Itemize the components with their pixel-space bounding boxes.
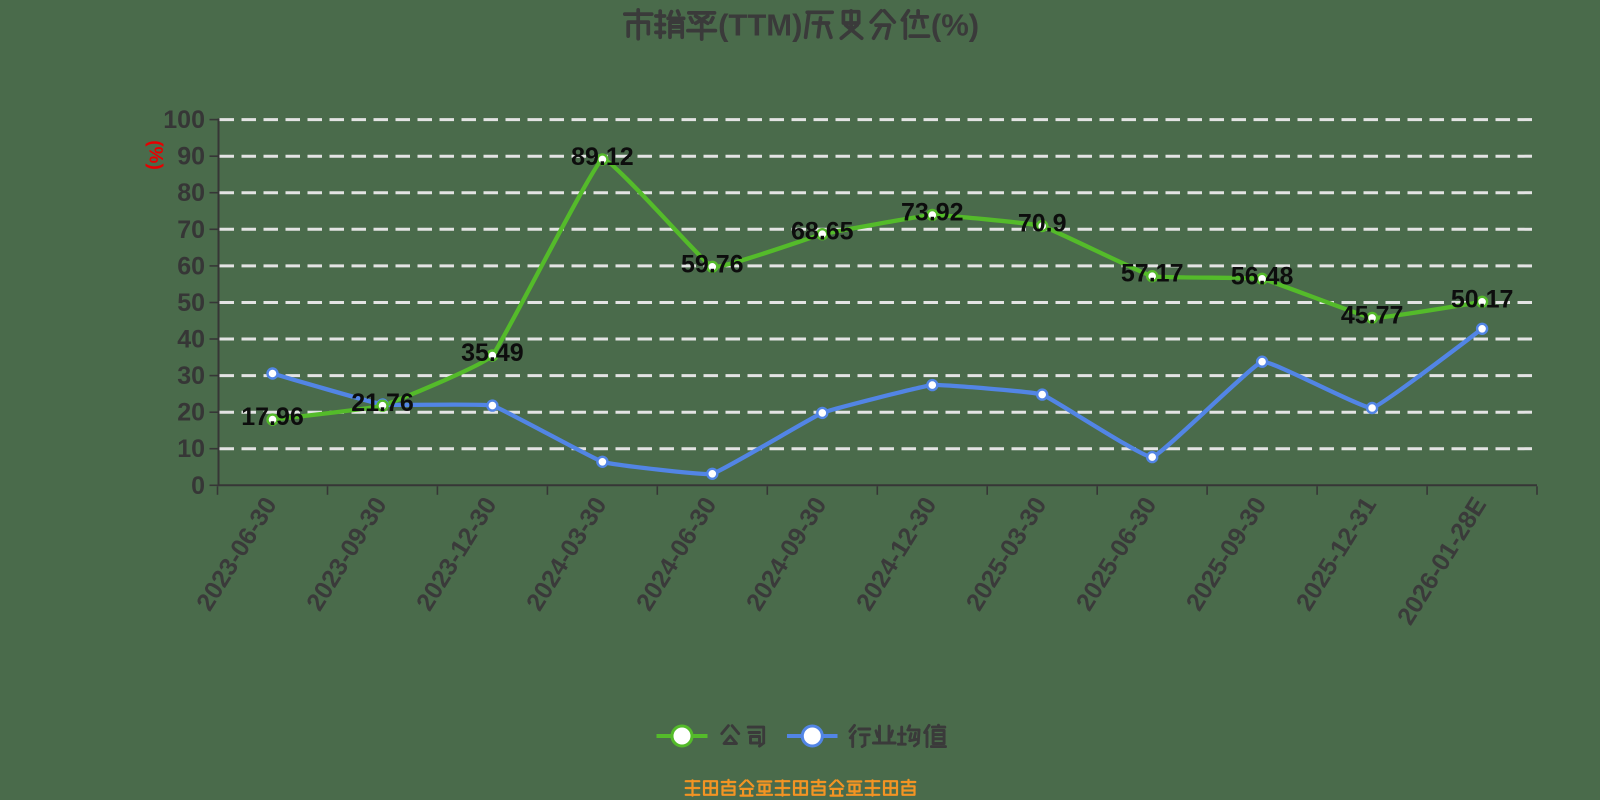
svg-text:90: 90 [177, 143, 205, 171]
svg-text:73.92: 73.92 [901, 199, 964, 227]
svg-text:50: 50 [177, 289, 205, 317]
svg-text:50.17: 50.17 [1451, 285, 1514, 313]
svg-text:60: 60 [177, 252, 205, 280]
svg-text:70.9: 70.9 [1018, 210, 1067, 238]
svg-text:57.17: 57.17 [1121, 260, 1184, 288]
svg-text:89.12: 89.12 [571, 143, 634, 171]
svg-text:80: 80 [177, 179, 205, 207]
svg-text:35.49: 35.49 [461, 339, 524, 367]
svg-text:56.48: 56.48 [1231, 262, 1294, 290]
svg-text:(%): (%) [145, 140, 166, 170]
svg-text:30: 30 [177, 362, 205, 390]
svg-text:(%): (%) [931, 8, 979, 43]
svg-text:10: 10 [177, 435, 205, 463]
svg-text:40: 40 [177, 326, 205, 354]
svg-text:70: 70 [177, 216, 205, 244]
svg-text:100: 100 [163, 106, 205, 134]
svg-text:59.76: 59.76 [681, 250, 744, 278]
svg-text:21.76: 21.76 [351, 389, 414, 417]
svg-text:0: 0 [191, 472, 205, 500]
svg-text:20: 20 [177, 399, 205, 427]
svg-text:45.77: 45.77 [1341, 301, 1404, 329]
svg-text:17.96: 17.96 [241, 403, 304, 431]
svg-text:68.65: 68.65 [791, 218, 854, 246]
svg-text:(TTM): (TTM) [718, 8, 802, 43]
